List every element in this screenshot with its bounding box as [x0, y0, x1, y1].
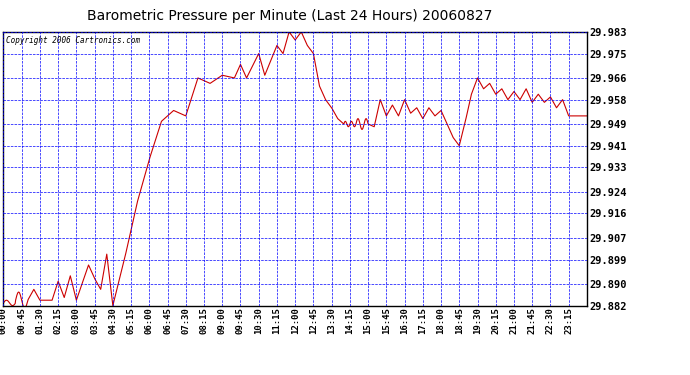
Text: Barometric Pressure per Minute (Last 24 Hours) 20060827: Barometric Pressure per Minute (Last 24 … [87, 9, 493, 23]
Text: Copyright 2006 Cartronics.com: Copyright 2006 Cartronics.com [6, 36, 141, 45]
